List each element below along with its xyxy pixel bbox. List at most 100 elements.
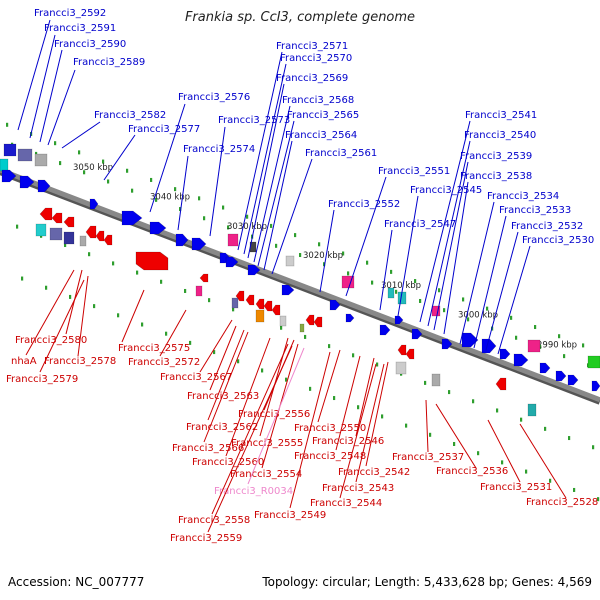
gene-label: Francci3_2554 (230, 469, 302, 480)
tick-mark (568, 436, 571, 441)
leader-line (237, 51, 283, 251)
forward-gene-arrow (19, 175, 35, 189)
tick-mark (592, 445, 595, 450)
forward-gene-arrow (555, 370, 567, 382)
tick-mark (112, 261, 115, 266)
tick-mark (318, 242, 321, 247)
gene-label: Francci3_2546 (312, 436, 384, 447)
forward-gene-arrow (394, 315, 404, 325)
forward-gene-arrow (37, 179, 51, 193)
tick-mark (59, 161, 62, 166)
scale-label: 3020 kbp (303, 251, 343, 261)
reverse-gene-box (299, 323, 305, 333)
leader-line (39, 279, 85, 373)
gene-label: Francci3_2538 (460, 171, 532, 182)
leader-line (345, 176, 387, 297)
tick-mark (520, 417, 523, 422)
forward-gene-arrow (481, 338, 497, 354)
forward-gene-arrow (441, 338, 453, 350)
genome-backbone (0, 167, 600, 405)
reverse-gene-arrow (63, 216, 75, 228)
reverse-gene-box (63, 231, 75, 245)
forward-gene-arrow (281, 284, 295, 296)
tick-mark (419, 298, 422, 303)
reverse-gene-arrow (95, 230, 105, 242)
gene-label: Francci3_2530 (522, 235, 594, 246)
tick-mark (165, 331, 168, 336)
scale-label: 2990 kbp (537, 341, 577, 351)
leader-line (271, 158, 313, 275)
gene-label: Francci3_2528 (526, 497, 598, 508)
gene-label: Francci3_2570 (280, 53, 352, 64)
tick-mark (270, 223, 273, 228)
gene-label: Francci3_2550 (294, 423, 366, 434)
tick-mark (21, 276, 24, 281)
forward-gene-arrow (513, 353, 529, 367)
gene-label: Francci3_2574 (183, 144, 255, 155)
tick-mark (275, 243, 278, 248)
gene-label: Francci3_2555 (231, 438, 303, 449)
tick-mark (304, 334, 307, 339)
gene-label: Francci3_2568 (282, 95, 354, 106)
scale-label: 3030 kbp (227, 222, 267, 232)
tick-mark (390, 269, 393, 274)
leader-line (459, 201, 495, 345)
tick-mark (357, 405, 360, 410)
tick-mark (54, 141, 57, 146)
gene-label: Francci3_2561 (305, 148, 377, 159)
reverse-gene-box (195, 285, 203, 297)
tick-mark (261, 368, 264, 373)
gene-label: Francci3_2569 (276, 73, 348, 84)
tick-mark (501, 460, 504, 465)
tick-mark (429, 432, 432, 437)
leader-line (335, 355, 361, 451)
tick-mark (174, 187, 177, 192)
tick-mark (136, 270, 139, 275)
forward-gene-box (227, 233, 239, 247)
tick-mark (352, 353, 355, 358)
tick-mark (6, 122, 9, 127)
leader-line (473, 215, 507, 349)
reverse-gene-arrow (495, 377, 507, 391)
gene-label: Francci3_2544 (310, 498, 382, 509)
tick-mark (395, 289, 398, 294)
reverse-gene-arrow (245, 294, 255, 306)
tick-mark (78, 150, 81, 155)
forward-gene-arrow (1, 169, 17, 183)
tick-mark (342, 251, 345, 256)
tick-mark (280, 325, 283, 330)
forward-gene-box (341, 275, 355, 289)
leader-line (427, 140, 471, 327)
leader-line (355, 363, 385, 483)
leader-line (425, 399, 429, 453)
tick-mark (539, 344, 542, 349)
tick-mark (328, 344, 331, 349)
tick-mark (189, 340, 192, 345)
tick-mark (246, 214, 249, 219)
gene-label: Francci3_2591 (44, 23, 116, 34)
leader-line (39, 49, 63, 143)
gene-label: Francci3_2556 (238, 409, 310, 420)
tick-mark (299, 253, 302, 258)
leader-line (263, 140, 293, 271)
tick-mark (371, 280, 374, 285)
leader-line (209, 126, 226, 237)
leader-line (485, 231, 519, 351)
forward-gene-arrow (225, 256, 239, 268)
gene-label: Francci3_2577 (128, 124, 200, 135)
reverse-gene-arrow (397, 344, 407, 356)
forward-gene-box (285, 255, 295, 267)
tick-mark (496, 408, 499, 413)
forward-gene-arrow (329, 299, 341, 311)
gene-label: nhaA (11, 356, 37, 367)
gene-label: Francci3_2582 (94, 110, 166, 121)
reverse-gene-arrow (305, 314, 315, 326)
leader-line (355, 357, 375, 437)
leader-line (225, 337, 271, 457)
gene-label: Francci3_2536 (436, 466, 508, 477)
gene-label: Francci3_2580 (15, 335, 87, 346)
tick-mark (558, 334, 561, 339)
gene-label: Francci3_2534 (487, 191, 559, 202)
gene-label: Francci3_2540 (464, 130, 536, 141)
